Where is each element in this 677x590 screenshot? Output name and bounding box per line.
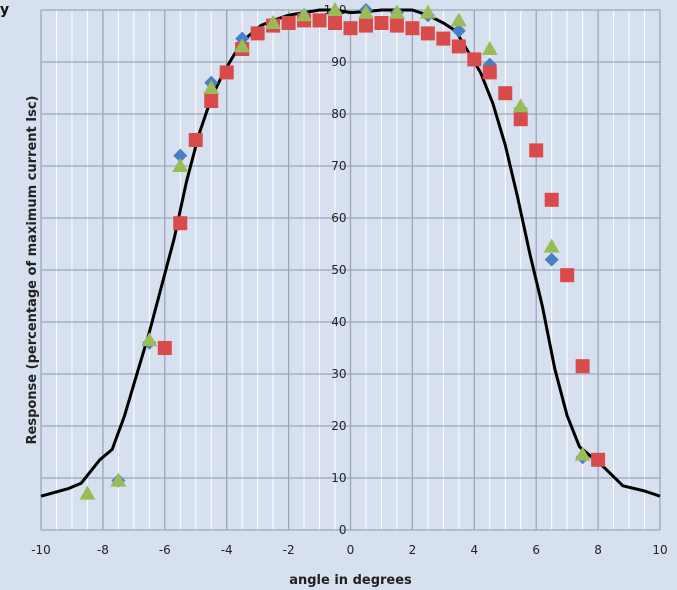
x-tick-label: -10	[31, 543, 51, 557]
square-point	[575, 359, 590, 374]
y-tick-label: 60	[331, 211, 346, 225]
triangle-point	[203, 80, 220, 94]
triangle-point	[388, 4, 405, 19]
square-point	[451, 39, 466, 54]
diamond-point	[173, 148, 188, 163]
square-point	[188, 133, 203, 147]
diamond-point	[451, 23, 466, 38]
y-tick-labels: 0102030405060708090100	[324, 3, 347, 537]
square-point	[420, 26, 435, 41]
square-point	[328, 16, 343, 30]
x-tick-label: -6	[159, 543, 171, 557]
x-axis-title: angle in degrees	[289, 573, 412, 588]
triangle-point	[357, 4, 374, 19]
square-point	[250, 26, 265, 41]
square-point	[281, 16, 296, 30]
square-point	[312, 13, 327, 28]
square-point	[374, 16, 389, 30]
square-point	[513, 112, 528, 127]
triangle-point	[450, 12, 467, 27]
y-tick-label: 0	[339, 523, 347, 537]
square-point	[560, 268, 575, 283]
square-point	[529, 143, 544, 158]
y-tick-label: 10	[331, 471, 346, 485]
triangle-point	[481, 41, 498, 55]
triangle-point	[234, 38, 251, 53]
triangle-point	[110, 472, 127, 487]
square-point	[405, 21, 420, 36]
y-tick-label: 30	[331, 367, 346, 381]
triangle-point	[141, 332, 158, 347]
triangle-point	[543, 238, 560, 253]
square-point	[498, 86, 513, 101]
triangle-point	[265, 15, 282, 29]
y-tick-label: 40	[331, 315, 346, 329]
square-point	[343, 21, 358, 36]
triangle-point	[512, 98, 529, 113]
y-axis-title: Response (percentage of maximum current …	[25, 96, 40, 445]
y-tick-label: 50	[331, 263, 346, 277]
x-tick-label: -4	[221, 543, 233, 557]
square-point	[358, 18, 373, 33]
triangle-point	[327, 2, 344, 16]
square-point	[467, 52, 482, 67]
square-point	[173, 216, 188, 231]
y-tick-label: 70	[331, 159, 346, 173]
triangle-point	[79, 485, 96, 500]
square-point	[204, 94, 219, 108]
square-point	[219, 65, 234, 80]
square-point	[157, 341, 172, 355]
x-tick-label: 10	[652, 543, 667, 557]
response-curve-line	[40, 8, 661, 498]
data-series	[40, 2, 661, 500]
triangle-point	[574, 446, 591, 461]
square-point	[389, 18, 404, 33]
y-tick-label: 90	[331, 55, 346, 69]
triangle-point	[419, 4, 436, 19]
square-point	[544, 192, 559, 207]
triangle-point	[296, 7, 313, 22]
x-tick-label: -8	[97, 543, 109, 557]
x-tick-label: 6	[532, 543, 540, 557]
square-point	[482, 65, 497, 80]
triangle-point	[172, 158, 189, 172]
x-tick-labels: -10 -8 -6 -4 -2 0 2 4 6 8 10	[31, 543, 667, 557]
x-tick-label: 2	[409, 543, 417, 557]
y-tick-label: 20	[331, 419, 346, 433]
square-point	[591, 452, 606, 467]
square-point	[436, 31, 451, 46]
corner-glyph: y	[0, 2, 10, 18]
x-tick-label: 0	[347, 543, 355, 557]
x-tick-label: 4	[470, 543, 478, 557]
x-tick-label: 8	[594, 543, 602, 557]
x-tick-label: -2	[283, 543, 295, 557]
diamond-point	[544, 252, 559, 267]
y-tick-label: 80	[331, 107, 346, 121]
